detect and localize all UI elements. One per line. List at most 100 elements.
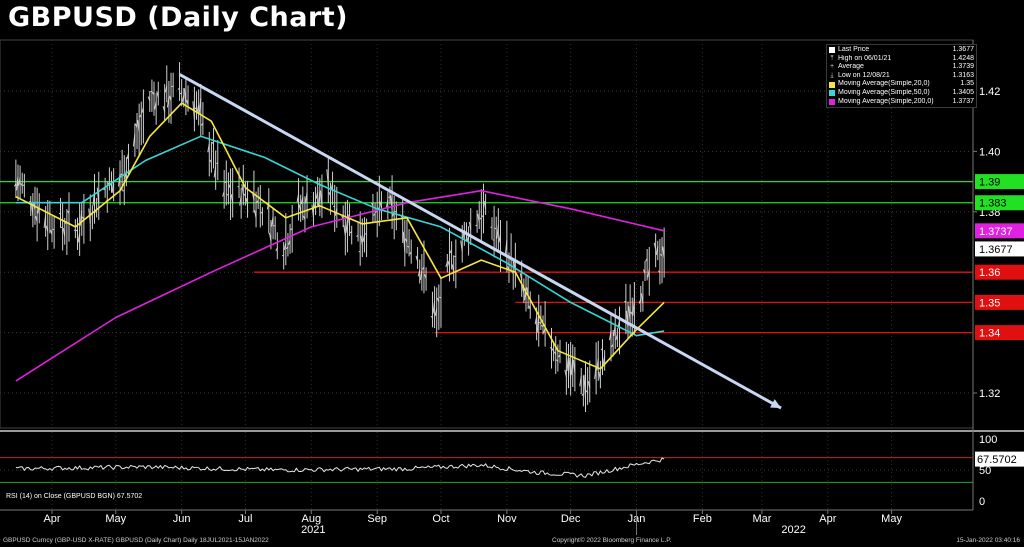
legend-swatch [829,90,835,97]
average-marker-icon: + [829,63,835,71]
price-bar-open [222,191,225,197]
price-bar-open [186,99,189,105]
price-bar-open [539,321,542,325]
price-bar-open [120,173,123,176]
rsi-legend-label: RSI (14) on Close (GBPUSD BGN) 67.5702 [6,493,143,500]
price-bar-open [615,334,618,341]
price-bar-open [422,266,425,270]
price-bar-open [436,297,440,303]
ma20-line [15,102,665,370]
price-bar-open [211,141,214,145]
price-bar-open [271,216,274,227]
price-bar-open [226,193,229,196]
price-bar-open [52,228,55,231]
price-bar-open [328,191,331,196]
x-tick-label: Sep [367,513,387,525]
price-bar-open [638,298,642,304]
price-bar-open [528,305,531,310]
price-bar-open [553,351,557,355]
price-bar-open [362,234,365,243]
x-tick-label: May [105,513,126,525]
rsi-y-tick-label: 100 [979,434,997,446]
price-bar-open [640,293,644,304]
price-bar-open [481,215,484,218]
price-bar-open [468,221,472,230]
price-bar-open [300,197,304,205]
rsi-y-tick-label: 0 [979,496,985,508]
price-bar-open [254,210,257,219]
price-bar-open [419,270,423,281]
y-tick-label: 1.40 [979,146,1000,158]
price-bar-open [137,119,140,133]
price-bar-open [598,371,601,380]
price-bar-open [319,190,323,206]
price-bar-open [447,260,450,267]
price-bar-open [543,327,546,334]
rsi-value-tag-label: 67.5702 [977,454,1017,466]
price-bar-open [643,269,646,275]
price-bar-open [519,273,523,281]
price-bar-open [296,194,300,203]
price-bar-open [549,346,552,349]
price-bar-open [477,213,480,223]
price-tag-label: 1.3677 [979,244,1013,256]
price-bar-open [150,90,153,93]
price-tag-label: 1.34 [979,328,1000,340]
price-bar-open [349,231,352,234]
legend-label: Moving Average(Simple,200,0) [838,97,934,105]
price-bar-open [18,177,21,186]
price-bar-open [445,261,448,267]
price-bar-open [147,96,151,102]
price-bar-open [290,228,293,231]
price-bar-open [162,106,166,112]
x-tick-label: Aug [302,513,322,525]
price-bar-open [655,246,659,256]
ma50-line [15,135,665,337]
price-bar-open [645,258,648,262]
price-bar-open [183,88,187,104]
x-tick-label: Mar [752,513,771,525]
price-tag [975,223,1024,239]
legend-label: Moving Average(Simple,50,0) [838,88,930,96]
price-bar-open [534,316,538,325]
price-bar-open [92,190,96,206]
price-bar-open [600,348,603,351]
price-bar-open [483,200,487,210]
high-marker-icon: ⤒ [830,54,834,62]
x-tick-label: May [881,513,902,525]
x-year-label: 2021 [301,524,325,536]
price-tag [975,294,1024,310]
price-bar-open [356,234,359,238]
price-bar-open [15,175,19,191]
rsi-value-tag [975,451,1024,467]
price-bar-open [407,245,410,248]
price-bar-open [541,324,544,328]
price-bar-open [305,191,308,204]
low-marker-icon: ⤓ [830,71,834,79]
price-bar-open [260,211,263,214]
price-bar-open [317,191,321,207]
price-bar-open [657,270,661,274]
price-tag [975,241,1024,257]
rsi-line [15,457,665,478]
price-bar-open [245,197,249,205]
price-bar-open [494,227,497,230]
downtrend-arrowhead [770,399,782,409]
legend-item: Moving Average(Simple,20,0) 1.35 [829,80,974,89]
price-bar-open [164,85,168,93]
price-bar-open [181,95,185,102]
price-bar-open [498,233,501,243]
y-tick-label: 1.32 [979,388,1000,400]
price-bar-open [311,204,314,217]
price-bar-open [602,355,606,365]
footer-copyright: Copyright© 2022 Bloomberg Finance L.P. [552,537,672,544]
price-bar-open [243,193,246,197]
price-bar-open [568,357,572,379]
price-bar-open [558,354,561,358]
downtrend-line [178,73,782,410]
price-bar-open [228,183,232,188]
price-bar-open [275,247,278,252]
price-bar-open [526,287,529,294]
x-tick-label: Jun [173,513,191,525]
price-bar-open [22,184,25,187]
